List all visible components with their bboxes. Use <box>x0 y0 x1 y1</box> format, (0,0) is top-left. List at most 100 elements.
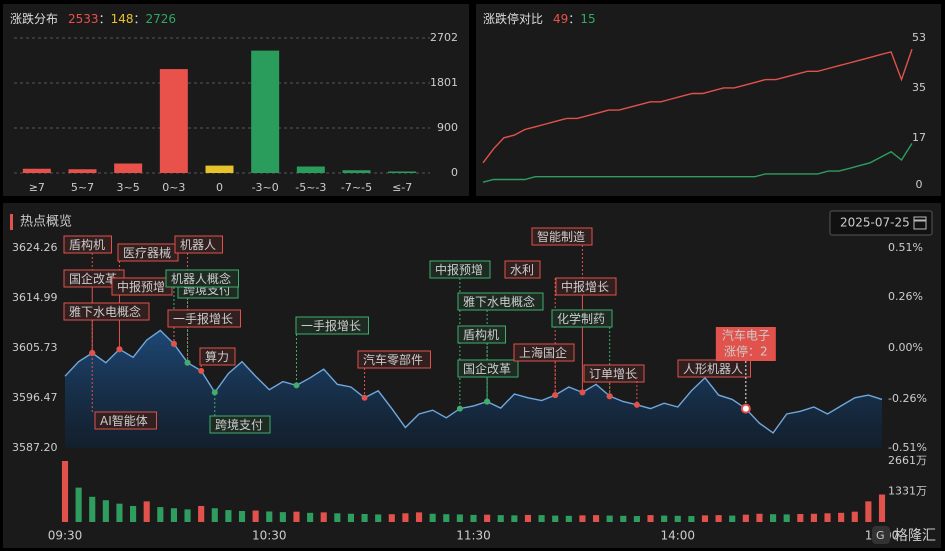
volume-bar <box>61 461 69 522</box>
annotation-label: 机器人 <box>180 238 216 252</box>
x-tick-label: 09:30 <box>48 529 83 543</box>
annotation-box <box>63 235 112 254</box>
volume-bar <box>75 487 82 522</box>
bar <box>296 166 325 173</box>
volume-bar <box>770 514 777 522</box>
volume-bar <box>279 512 286 522</box>
volume-bar <box>320 512 327 522</box>
volume-bar <box>375 514 382 522</box>
y-tick-label: 53 <box>912 31 926 44</box>
bar <box>251 50 280 173</box>
volume-bar <box>797 513 804 522</box>
annotation-box <box>457 359 519 378</box>
summary-count: 148 <box>111 12 134 26</box>
annotation-label: 机器人概念 <box>171 271 231 286</box>
annotation-box <box>429 260 491 279</box>
annotation-dot <box>456 405 463 412</box>
annotation-dot <box>198 367 205 374</box>
volume-bar <box>524 514 532 522</box>
volume-bar <box>742 514 749 522</box>
annotation-box <box>295 316 369 335</box>
calendar-icon[interactable] <box>913 216 927 230</box>
logo-icon <box>872 526 890 544</box>
annotation-tint <box>505 261 540 278</box>
annotation-box <box>63 302 150 321</box>
x-tick-label: 5~7 <box>71 181 94 194</box>
volume-bar <box>865 501 872 522</box>
annotation-tint <box>458 293 543 310</box>
date-picker[interactable]: 2025-07-25 <box>829 210 933 236</box>
volume-tick-label: 2661万 <box>888 454 927 467</box>
volume-bar <box>538 515 545 522</box>
volume-bar <box>443 514 450 522</box>
y2-tick-label: 0.51% <box>888 241 923 254</box>
volume-bar <box>552 515 559 522</box>
annotation-tint <box>458 360 518 377</box>
volume-bar <box>565 515 572 522</box>
x-tick-label: ≥7 <box>29 181 45 194</box>
annotation-box <box>357 350 431 369</box>
annotation-dot <box>361 394 368 401</box>
annotation-box <box>531 227 593 246</box>
annotation-label: 中报增长 <box>561 279 609 294</box>
volume-bar <box>620 515 627 522</box>
annotation-tint <box>64 236 112 253</box>
y2-tick-label: -0.51% <box>888 441 927 454</box>
x-tick-label: ≤-7 <box>392 181 412 194</box>
annotation-tint <box>296 317 369 334</box>
bar <box>342 170 371 173</box>
date-box[interactable] <box>829 210 933 236</box>
title-marker <box>10 214 13 230</box>
tooltip-text: 涨停：2 <box>724 344 768 359</box>
volume-bar <box>252 510 259 522</box>
annotation-tint <box>678 360 751 377</box>
annotation-label: 跨境支付 <box>215 417 263 432</box>
y-tick-label: 3587.20 <box>12 441 58 454</box>
series-line <box>482 143 913 183</box>
annotation-label: 算力 <box>205 349 229 364</box>
annotation-dot <box>116 346 123 353</box>
annotation-tint <box>175 236 223 253</box>
annotation-label: 化学制药 <box>557 311 605 326</box>
volume-bar <box>347 513 355 522</box>
bar <box>205 165 234 173</box>
summary-count: 49 <box>553 12 568 26</box>
y-tick-label: 2702 <box>430 31 458 44</box>
annotation-box <box>583 364 645 383</box>
annotation-label: 雅下水电概念 <box>463 294 535 309</box>
volume-bar <box>633 516 640 522</box>
annotation-label: 一手报增长 <box>301 318 361 333</box>
volume-bar <box>170 508 177 522</box>
volume-bar <box>89 496 96 522</box>
annotation-tint <box>112 278 172 295</box>
annotation-label: 人形机器人 <box>683 362 743 376</box>
y-tick-label: 900 <box>437 121 458 134</box>
y-tick-label: 3596.47 <box>12 391 58 404</box>
bar <box>159 69 188 173</box>
logo-text: 格隆汇 <box>894 528 936 544</box>
bar <box>114 163 143 173</box>
volume-bar <box>184 509 191 522</box>
annotation-label: 上海国企 <box>519 345 567 360</box>
volume-bar <box>238 510 246 522</box>
panel-title: 涨跌分布 <box>10 11 58 26</box>
volume-bar <box>824 513 831 522</box>
annotation-tint <box>514 344 574 361</box>
x-tick-label: 10:30 <box>252 529 287 543</box>
annotation-tint <box>95 412 157 429</box>
y-tick-label: 35 <box>912 81 926 94</box>
x-tick-label: -7~-5 <box>341 181 372 194</box>
separator: ： <box>99 12 111 26</box>
volume-bar <box>334 513 341 522</box>
volume-bar <box>838 512 845 522</box>
volume-bar <box>361 513 368 522</box>
date-text[interactable]: 2025-07-25 <box>840 216 910 230</box>
annotation-box <box>209 415 271 434</box>
volume-bar <box>878 494 886 522</box>
separator: ： <box>568 12 580 26</box>
logo-icon-text: G <box>876 529 885 542</box>
annotation-tint <box>200 348 235 365</box>
annotation-tint <box>210 416 270 433</box>
volume-bar <box>415 512 423 522</box>
